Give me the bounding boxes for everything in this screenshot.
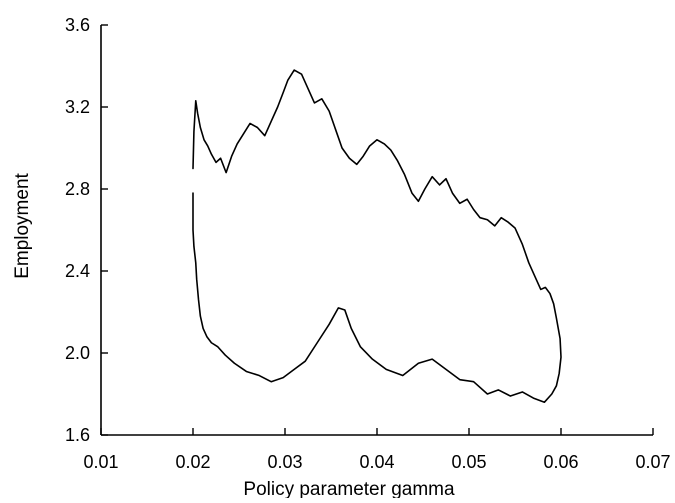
- tick-labels: 0.01 0.02 0.03 0.04 0.05 0.06 0.07 1.6 2.0 2.4 2.8…: [65, 15, 671, 472]
- x-tick-label: 0.05: [451, 452, 486, 472]
- y-axis-title: Employment: [12, 172, 33, 278]
- x-tick-label: 0.06: [543, 452, 578, 472]
- y-tick-label: 2.0: [65, 343, 90, 363]
- x-tick-label: 0.02: [175, 452, 210, 472]
- y-tick-label: 1.6: [65, 425, 90, 445]
- x-tick-label: 0.01: [83, 452, 118, 472]
- axes: [100, 25, 653, 436]
- ticks: [100, 24, 654, 436]
- x-tick-label: 0.03: [267, 452, 302, 472]
- y-tick-label: 2.4: [65, 261, 90, 281]
- y-tick-label: 3.2: [65, 97, 90, 117]
- x-tick-label: 0.07: [635, 452, 670, 472]
- series-line-0: [192, 69, 562, 404]
- plot-area: [192, 69, 562, 404]
- y-tick-label: 2.8: [65, 179, 90, 199]
- y-tick-label: 3.6: [65, 15, 90, 35]
- x-tick-label: 0.04: [359, 452, 394, 472]
- x-axis-title: Policy parameter gamma: [243, 479, 455, 498]
